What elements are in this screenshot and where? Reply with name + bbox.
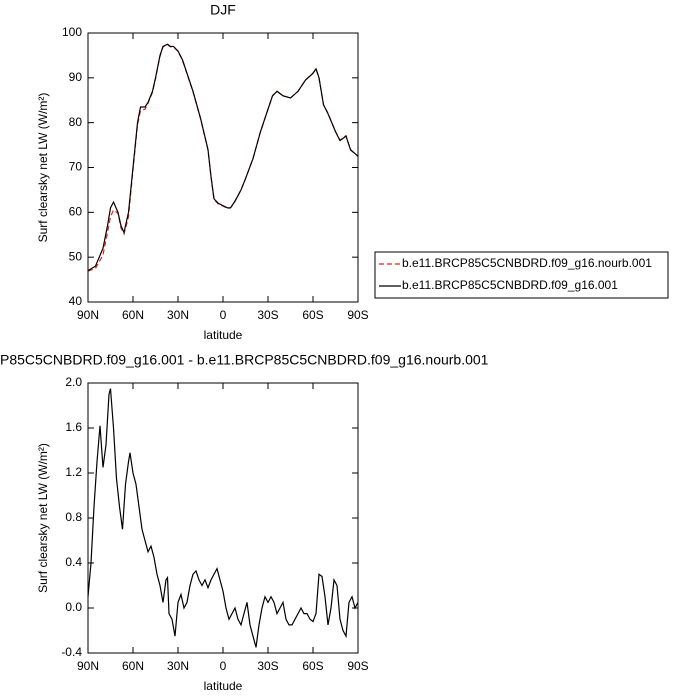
data-line bbox=[87, 388, 359, 648]
x-tick-label: 90N bbox=[77, 308, 99, 322]
x-tick-label: 90N bbox=[77, 659, 99, 673]
y-tick-label: 70 bbox=[69, 160, 83, 174]
data-line bbox=[87, 43, 359, 272]
x-tick-label: 60N bbox=[122, 659, 144, 673]
x-tick-label: 60N bbox=[122, 308, 144, 322]
y-tick-label: 1.6 bbox=[65, 420, 82, 434]
x-tick-label: 30N bbox=[167, 308, 189, 322]
y-tick-label: 100 bbox=[62, 25, 82, 39]
y-tick-label: 80 bbox=[69, 115, 83, 129]
x-tick-label: 90S bbox=[347, 308, 368, 322]
x-tick-label: 90S bbox=[347, 659, 368, 673]
y-tick-label: 50 bbox=[69, 249, 83, 263]
plot-frame bbox=[87, 382, 359, 654]
y-tick-label: 2.0 bbox=[65, 375, 82, 389]
chart-title: DJF bbox=[210, 2, 236, 18]
data-line bbox=[87, 43, 359, 272]
y-tick-label: 0.0 bbox=[65, 600, 82, 614]
x-tick-label: 60S bbox=[302, 308, 323, 322]
x-axis-label: latitude bbox=[204, 679, 243, 693]
x-tick-label: 30S bbox=[257, 659, 278, 673]
plot-frame bbox=[87, 32, 359, 303]
x-tick-label: 30S bbox=[257, 308, 278, 322]
legend-box bbox=[374, 251, 669, 299]
x-tick-label: 30N bbox=[167, 659, 189, 673]
x-tick-label: 60S bbox=[302, 659, 323, 673]
x-tick-label: 0 bbox=[220, 659, 227, 673]
y-tick-label: -0.4 bbox=[61, 645, 82, 659]
chart-title: P85C5CNBDRD.f09_g16.001 - b.e11.BRCP85C5… bbox=[0, 352, 489, 368]
legend-label: b.e11.BRCP85C5CNBDRD.f09_g16.001 bbox=[402, 278, 618, 292]
legend-label: b.e11.BRCP85C5CNBDRD.f09_g16.nourb.001 bbox=[402, 256, 652, 270]
y-axis-label: Surf clearsky net LW (W/m²) bbox=[36, 443, 50, 593]
y-tick-label: 0.8 bbox=[65, 510, 82, 524]
y-tick-label: 60 bbox=[69, 205, 83, 219]
x-axis-label: latitude bbox=[204, 328, 243, 342]
y-tick-label: 40 bbox=[69, 294, 83, 308]
y-axis-label: Surf clearsky net LW (W/m²) bbox=[36, 93, 50, 243]
y-tick-label: 90 bbox=[69, 70, 83, 84]
y-tick-label: 0.4 bbox=[65, 555, 82, 569]
x-tick-label: 0 bbox=[220, 308, 227, 322]
y-tick-label: 1.2 bbox=[65, 465, 82, 479]
